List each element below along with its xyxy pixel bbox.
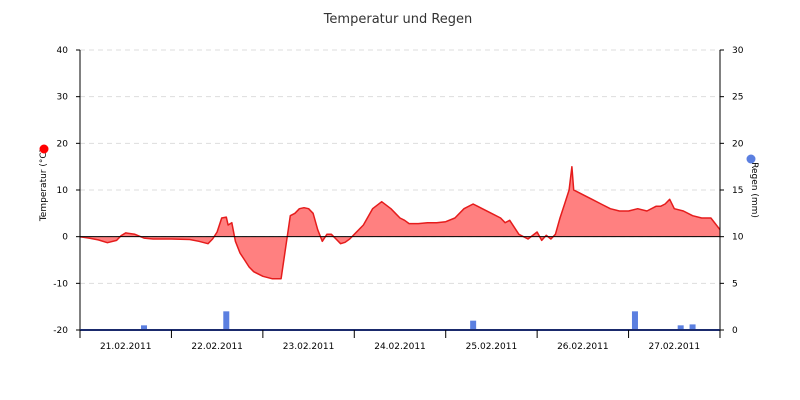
x-tick-label: 24.02.2011 [374,342,426,352]
rain-bar [689,324,696,330]
x-axis-ticks: 21.02.2011 22.02.2011 23.02.2011 24.02.2011… [79,330,721,352]
x-tick-label: 27.02.2011 [649,342,701,352]
chart-title: Temperatur und Regen [323,12,473,27]
rain-bar [631,311,638,330]
rain-bar [677,325,684,330]
right-axis-ticks: 0 5 10 15 20 25 30 [720,46,744,336]
right-tick-label: 10 [732,233,744,243]
temperature-legend-marker [39,144,49,154]
right-tick-label: 30 [732,46,744,56]
x-tick-label: 22.02.2011 [191,342,243,352]
left-tick-label: 20 [57,139,69,149]
left-axis-ticks: -20 -10 0 10 20 30 40 [53,46,80,336]
rain-legend-marker [746,154,756,164]
rain-bar [223,311,230,330]
right-tick-label: 0 [732,326,738,336]
rain-series [141,311,696,330]
temperature-series [79,165,721,280]
x-tick-label: 26.02.2011 [557,342,609,352]
grid-lines [80,49,720,284]
left-tick-label: -10 [53,279,68,289]
x-tick-label: 23.02.2011 [283,342,335,352]
left-tick-label: 0 [62,233,68,243]
temperature-line [79,165,721,280]
left-tick-label: -20 [53,326,68,336]
rain-bar [141,325,147,330]
right-tick-label: 25 [732,93,743,103]
x-tick-label: 21.02.2011 [100,342,152,352]
x-tick-label: 25.02.2011 [466,342,518,352]
left-tick-label: 10 [57,186,69,196]
temperature-area-fill [80,166,720,279]
right-tick-label: 5 [732,279,738,289]
left-axis-label: Temperatur (°C) [39,149,49,222]
right-tick-label: 20 [732,139,744,149]
right-tick-label: 15 [732,186,743,196]
rain-bar [470,320,477,330]
left-tick-label: 40 [57,46,69,56]
right-axis-label: Regen (mm) [749,162,759,218]
left-tick-label: 30 [57,93,69,103]
